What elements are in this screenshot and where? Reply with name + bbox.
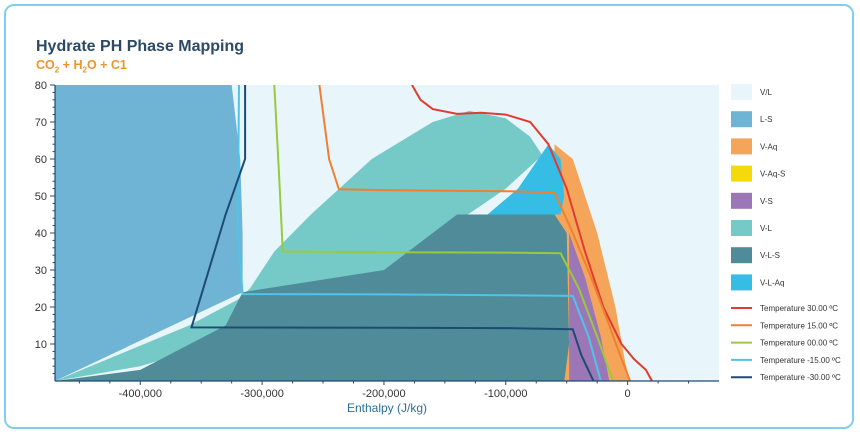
region-l-s [55,85,243,381]
series-line-3 [236,85,602,381]
legend-label: Temperature -15.00 ºC [760,356,841,365]
region-v-l-aq [487,144,565,215]
series-line-1 [318,85,632,381]
subtitle-part: O + C1 [86,58,127,72]
y-tick-label: 70 [35,117,47,129]
x-tick-label: 0 [625,388,631,400]
legend-label: V-L-Aq [760,278,784,287]
x-tick-label: -100,000 [484,388,527,400]
x-tick-label: -200,000 [362,388,405,400]
legend-swatch [731,111,752,128]
legend-swatch [731,274,752,291]
y-tick-label: 50 [35,191,47,203]
legend-label: V-L [760,224,773,233]
legend-label: V-S [760,197,773,206]
plot-area [55,85,719,381]
legend-label: V-Aq-S [760,170,785,179]
legend-label: V-Aq [760,142,777,151]
series-line-0 [411,85,653,381]
legend: V/L L-S V-Aq V-Aq-S V-S V-L V-L-S V-L-Aq Tempera… [731,84,841,382]
legend-swatch [731,165,752,182]
subtitle-part: + H [59,58,83,72]
legend-swatch [731,84,752,100]
legend-swatch [731,138,752,155]
region-v-l-s [55,214,570,381]
x-tick-label: -300,000 [240,388,283,400]
chart-title: Hydrate PH Phase Mapping [36,38,245,55]
chart-subtitle: CO2 + H2O + C1 [36,58,127,75]
y-tick-label: 10 [35,339,47,351]
subtitle-part: CO [36,58,55,72]
y-tick-label: 30 [35,265,47,277]
series-line-2 [273,85,614,381]
legend-label: V-L-S [760,251,780,260]
legend-label: Temperature -30.00 ºC [760,373,841,382]
legend-swatch [731,192,752,209]
subtitle-subscript: 2 [54,65,60,75]
axes: -400,000 -300,000 -200,000 -100,000 0 10 20 30 4… [35,80,719,400]
legend-label: V/L [760,88,773,97]
legend-swatch [731,220,752,236]
legend-label: Temperature 15.00 ºC [760,321,838,330]
legend-label: L-S [760,115,772,124]
y-tick-label: 80 [35,80,47,92]
series-line-4 [190,85,595,381]
legend-label: Temperature 00.00 ºC [760,339,838,348]
legend-label: Temperature 30.00 ºC [760,304,838,313]
x-tick-label: -400,000 [119,388,162,400]
region-v-l [55,110,543,381]
subtitle-subscript: 2 [82,65,87,75]
legend-swatch [731,247,752,264]
y-tick-label: 40 [35,228,47,240]
y-tick-label: 60 [35,154,47,166]
y-tick-label: 20 [35,302,47,314]
x-axis-title: Enthalpy (J/kg) [347,401,427,415]
